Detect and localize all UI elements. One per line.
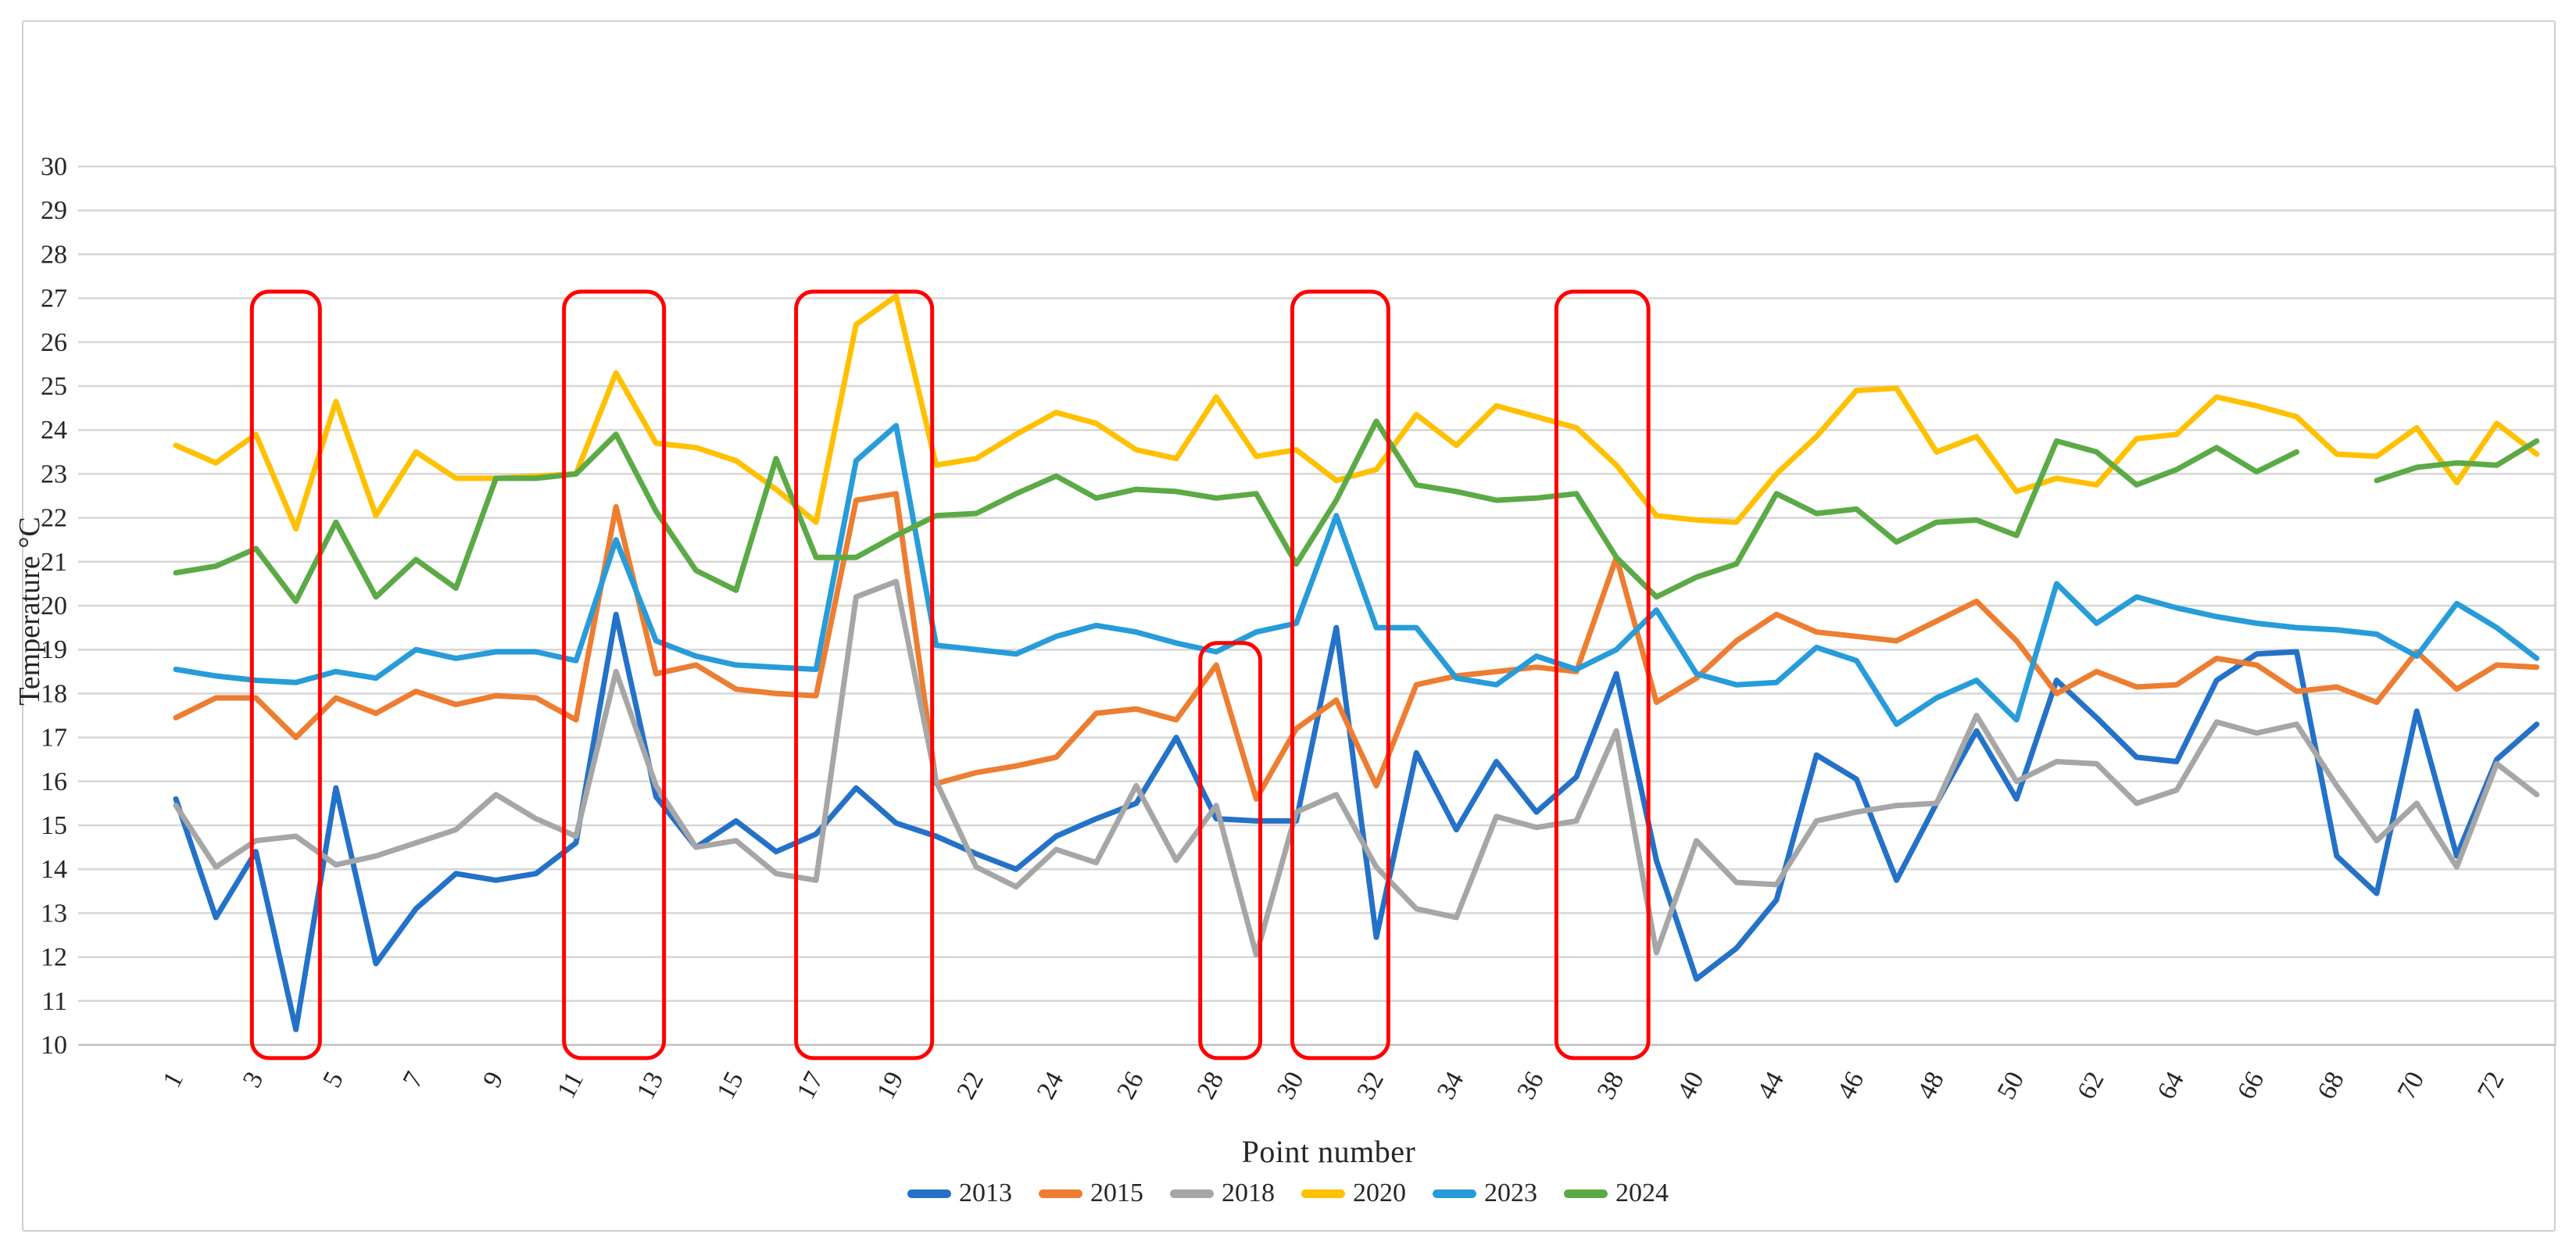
highlight-box bbox=[562, 289, 667, 1061]
y-tick-label: 30 bbox=[41, 152, 67, 181]
x-tick-label: 3 bbox=[238, 1067, 270, 1092]
y-tick-label: 16 bbox=[41, 767, 67, 796]
legend-swatch-2013 bbox=[907, 1189, 951, 1198]
x-tick-label: 40 bbox=[1672, 1067, 1710, 1104]
x-tick-label: 28 bbox=[1192, 1067, 1230, 1104]
y-tick-label: 22 bbox=[41, 504, 67, 533]
x-tick-label: 22 bbox=[951, 1067, 989, 1104]
x-axis-title: Point number bbox=[1241, 1134, 1416, 1169]
series-line-2018 bbox=[173, 578, 2540, 958]
highlight-box bbox=[1198, 641, 1263, 1061]
x-tick-label: 11 bbox=[552, 1067, 589, 1103]
y-tick-label: 20 bbox=[41, 592, 67, 621]
x-tick-label: 9 bbox=[478, 1067, 510, 1092]
legend-item-2024[interactable]: 2024 bbox=[1564, 1179, 1669, 1208]
highlight-box bbox=[794, 289, 935, 1061]
y-tick-label: 28 bbox=[41, 240, 67, 269]
y-tick-label: 23 bbox=[41, 460, 67, 488]
x-tick-label: 44 bbox=[1751, 1067, 1790, 1104]
x-tick-label: 13 bbox=[631, 1067, 670, 1104]
highlight-box bbox=[249, 289, 322, 1061]
x-tick-label: 72 bbox=[2472, 1067, 2510, 1104]
y-tick-label: 17 bbox=[41, 724, 67, 753]
series-line-2020 bbox=[173, 293, 2540, 532]
series-line-2023 bbox=[173, 423, 2540, 728]
x-tick-label: 36 bbox=[1512, 1067, 1550, 1104]
legend-item-2020[interactable]: 2020 bbox=[1301, 1179, 1406, 1208]
series-line-2024 bbox=[173, 418, 2540, 604]
x-tick-label: 62 bbox=[2072, 1067, 2110, 1104]
x-tick-label: 32 bbox=[1351, 1067, 1390, 1104]
x-tick-label: 30 bbox=[1272, 1067, 1310, 1104]
y-axis-title: Temperature °C bbox=[13, 517, 46, 706]
x-tick-label: 7 bbox=[398, 1067, 430, 1092]
legend-label: 2020 bbox=[1353, 1179, 1406, 1207]
highlight-box bbox=[1554, 289, 1651, 1061]
x-tick-label: 26 bbox=[1111, 1067, 1150, 1104]
legend-swatch-2018 bbox=[1170, 1189, 1214, 1198]
x-tick-label: 15 bbox=[711, 1067, 750, 1104]
legend-swatch-2020 bbox=[1301, 1189, 1345, 1198]
y-tick-label: 18 bbox=[41, 679, 67, 708]
y-tick-label: 19 bbox=[41, 635, 67, 664]
y-tick-label: 27 bbox=[41, 284, 67, 313]
series-line-2013 bbox=[173, 611, 2540, 1032]
legend-label: 2018 bbox=[1222, 1179, 1275, 1207]
y-tick-label: 26 bbox=[41, 328, 67, 357]
y-tick-label: 15 bbox=[41, 811, 67, 840]
series-line-2015 bbox=[173, 491, 2540, 802]
y-tick-label: 14 bbox=[41, 855, 67, 884]
legend-item-2018[interactable]: 2018 bbox=[1170, 1179, 1275, 1208]
x-tick-label: 70 bbox=[2392, 1067, 2431, 1104]
x-tick-label: 1 bbox=[157, 1067, 189, 1092]
y-tick-label: 10 bbox=[41, 1031, 67, 1060]
x-tick-label: 24 bbox=[1032, 1067, 1070, 1104]
legend-label: 2023 bbox=[1484, 1179, 1537, 1207]
x-tick-label: 48 bbox=[1912, 1067, 1950, 1104]
legend-swatch-2015 bbox=[1039, 1189, 1082, 1198]
legend-item-2013[interactable]: 2013 bbox=[907, 1179, 1012, 1208]
legend-item-2023[interactable]: 2023 bbox=[1433, 1179, 1537, 1208]
legend-label: 2013 bbox=[959, 1179, 1012, 1207]
x-tick-label: 46 bbox=[1832, 1067, 1870, 1104]
x-tick-label: 19 bbox=[871, 1067, 910, 1104]
highlight-box bbox=[1290, 289, 1390, 1061]
x-tick-label: 5 bbox=[317, 1067, 349, 1092]
y-tick-label: 24 bbox=[41, 416, 67, 445]
y-tick-label: 13 bbox=[41, 899, 67, 928]
x-tick-label: 17 bbox=[792, 1067, 830, 1104]
x-tick-label: 68 bbox=[2312, 1067, 2350, 1104]
y-tick-label: 21 bbox=[41, 548, 67, 577]
legend-label: 2024 bbox=[1615, 1179, 1669, 1207]
y-tick-label: 12 bbox=[41, 943, 67, 972]
x-tick-label: 38 bbox=[1592, 1067, 1630, 1104]
y-tick-label: 25 bbox=[41, 372, 67, 401]
legend-item-2015[interactable]: 2015 bbox=[1039, 1179, 1143, 1208]
x-tick-label: 64 bbox=[2152, 1067, 2190, 1104]
y-tick-label: 11 bbox=[41, 987, 67, 1016]
chart-legend: 2013 2015 2018 2020 2023 2024 bbox=[0, 1179, 2576, 1208]
legend-swatch-2024 bbox=[1564, 1189, 1608, 1198]
y-tick-label: 29 bbox=[41, 196, 67, 225]
x-tick-label: 34 bbox=[1432, 1067, 1470, 1104]
x-tick-label: 50 bbox=[1992, 1067, 2030, 1104]
legend-swatch-2023 bbox=[1433, 1189, 1476, 1198]
legend-label: 2015 bbox=[1090, 1179, 1143, 1207]
x-tick-label: 66 bbox=[2232, 1067, 2270, 1104]
